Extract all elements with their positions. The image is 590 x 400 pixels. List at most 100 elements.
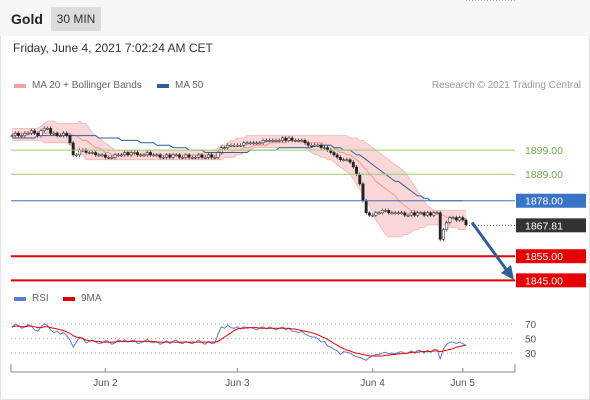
candle-up	[235, 145, 239, 147]
candle-up	[78, 149, 82, 156]
chart-header: Gold 30 MIN	[0, 0, 590, 36]
candle-up	[342, 159, 346, 161]
candle-up	[10, 135, 14, 137]
candle-up	[277, 140, 281, 142]
candle-up	[13, 132, 17, 136]
candle-up	[377, 212, 381, 215]
candle-up	[165, 154, 169, 158]
candle-up	[110, 157, 114, 159]
candle-down	[49, 128, 53, 134]
candle-up	[374, 212, 378, 216]
candle-down	[55, 132, 59, 136]
candle-down	[361, 183, 365, 201]
candle-down	[177, 154, 181, 158]
candle-down	[306, 142, 310, 146]
candle-up	[287, 137, 291, 141]
candle-down	[200, 154, 204, 158]
rsi-tick-30: 30	[525, 349, 537, 360]
candle-up	[281, 137, 284, 141]
candle-up	[435, 212, 439, 215]
candle-up	[393, 212, 397, 215]
candle-down	[136, 152, 140, 156]
candle-up	[297, 140, 301, 142]
candle-down	[16, 132, 20, 136]
candle-up	[226, 145, 230, 148]
x-tick-label-1: Jun 3	[225, 378, 250, 389]
candle-up	[274, 140, 278, 142]
candle-down	[94, 152, 98, 156]
candle-down	[387, 210, 391, 214]
level-label-1878.00: 1878.00	[525, 196, 563, 208]
candle-down	[438, 212, 442, 240]
candle-up	[223, 147, 226, 149]
level-box-1845.00	[516, 273, 586, 288]
candle-up	[252, 142, 255, 145]
candle-up	[419, 212, 423, 215]
candle-up	[45, 128, 49, 130]
candle-up	[258, 142, 262, 145]
candle-up	[232, 145, 236, 147]
candle-down	[338, 157, 342, 160]
rsi-legend-label: RSI	[32, 293, 49, 304]
candle-down	[68, 135, 72, 144]
candle-up	[313, 145, 317, 147]
candle-up	[445, 222, 449, 230]
candle-down	[348, 159, 352, 163]
candle-up	[255, 142, 259, 145]
bollinger-upper-line	[12, 120, 466, 211]
candle-up	[107, 157, 111, 159]
candle-down	[403, 212, 407, 216]
candle-up	[132, 152, 136, 154]
candle-up	[145, 152, 149, 156]
level-box-1878.00	[516, 193, 586, 208]
x-tick-label-2: Jun 4	[360, 378, 385, 389]
candle-up	[171, 154, 175, 158]
candle-down	[168, 154, 172, 158]
candle-down	[290, 137, 294, 141]
candle-up	[142, 154, 146, 157]
candle-up	[42, 128, 46, 132]
candle-down	[65, 132, 69, 136]
ma50-line	[12, 135, 463, 202]
ma20-legend-label: MA 20 + Bollinger Bands	[32, 80, 142, 91]
candle-up	[300, 140, 304, 142]
candle-up	[384, 210, 387, 212]
candle-up	[264, 140, 268, 142]
forecast-arrow-head	[501, 264, 514, 280]
candle-up	[448, 217, 452, 223]
level-label-1845.00: 1845.00	[525, 275, 563, 287]
candle-down	[36, 132, 40, 136]
candle-up	[309, 145, 313, 147]
forecast-arrow-shaft	[470, 221, 510, 273]
candle-up	[139, 154, 143, 157]
candle-down	[158, 154, 162, 158]
ma50-legend-label: MA 50	[175, 80, 204, 91]
candle-up	[20, 135, 24, 137]
candle-up	[155, 154, 159, 157]
rsi-tick-50: 50	[525, 335, 537, 346]
candle-up	[432, 212, 436, 216]
candle-down	[364, 200, 368, 214]
candles	[10, 126, 468, 242]
timeframe-tab[interactable]: 30 MIN	[51, 7, 101, 31]
candle-up	[271, 140, 275, 142]
candle-down	[351, 161, 355, 168]
candle-down	[454, 217, 458, 221]
credit-text: Research © 2021 Trading Central	[431, 80, 581, 91]
candle-down	[210, 154, 214, 158]
candle-down	[303, 140, 307, 144]
candle-down	[464, 219, 468, 226]
candle-up	[74, 154, 78, 157]
candle-up	[91, 152, 94, 154]
level-label-1889.00: 1889.00	[525, 169, 563, 181]
candle-down	[429, 212, 433, 216]
candle-up	[29, 130, 33, 134]
x-tick-label-0: Jun 2	[93, 378, 118, 389]
bollinger-lower-line	[12, 140, 466, 238]
candle-up	[345, 159, 349, 161]
candle-up	[425, 212, 429, 216]
candle-up	[216, 152, 220, 158]
ma50-legend-swatch	[157, 84, 169, 88]
candle-down	[367, 212, 371, 216]
